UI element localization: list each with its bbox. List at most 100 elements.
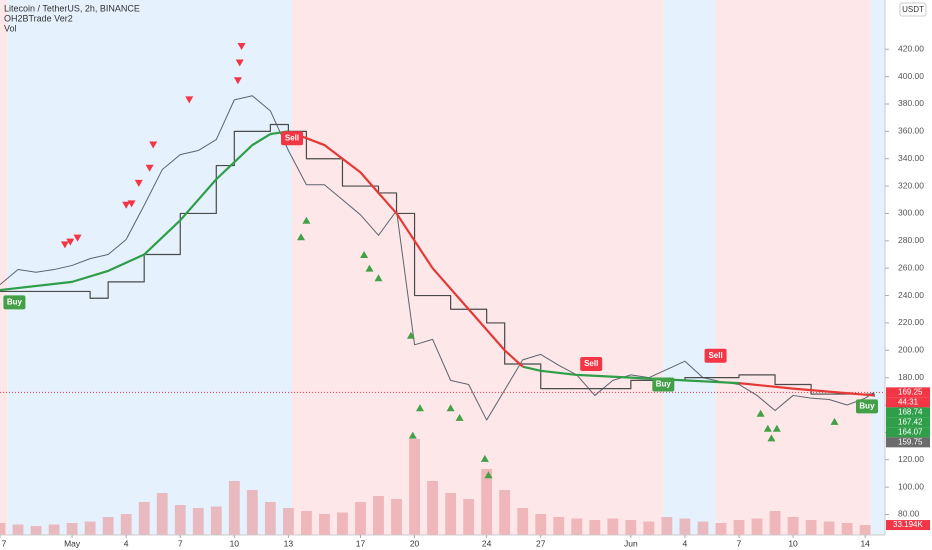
chart-title: Litecoin / TetherUS, 2h, BINANCE (4, 3, 140, 13)
x-tick-label: 14 (860, 538, 870, 548)
y-tick-label: 320.00 (898, 180, 924, 190)
signal-region (291, 0, 664, 535)
indicator: Vol (4, 23, 17, 33)
series-line (522, 365, 740, 385)
price-label: 167.42 (898, 417, 923, 426)
signal-label: Buy (855, 399, 878, 414)
volume-bar (463, 499, 475, 535)
volume-bar (841, 523, 853, 535)
signal-box (3, 295, 26, 310)
volume-bar (571, 518, 583, 535)
signal-box (704, 348, 727, 363)
volume-bar (553, 517, 565, 535)
signal-marker (772, 424, 781, 432)
signal-marker (763, 424, 772, 432)
volume-bar (625, 520, 637, 535)
volume-bar (427, 481, 438, 535)
signal-marker (122, 201, 131, 209)
volume-bar (787, 517, 799, 535)
y-tick-label: 80.00 (898, 509, 920, 519)
signal-text: Sell (584, 359, 598, 368)
y-tick-label: 200.00 (898, 345, 924, 355)
signal-marker (408, 431, 417, 439)
x-tick-label: 13 (284, 538, 294, 548)
signal-label: Buy (3, 295, 26, 310)
volume-bar (319, 514, 330, 535)
y-tick-label: 240.00 (898, 290, 924, 300)
signal-box (855, 399, 878, 414)
currency: USDT (902, 5, 924, 14)
volume-bar (210, 506, 222, 535)
volume-bar (481, 469, 493, 535)
signal-marker (406, 331, 415, 339)
signal-marker (455, 413, 464, 421)
signal-box (580, 356, 603, 371)
signal-label: Sell (280, 131, 303, 146)
x-tick-label: 4 (683, 538, 688, 548)
volume-bar (607, 518, 619, 535)
volume-bar (409, 439, 420, 535)
x-tick-label: 4 (124, 538, 129, 548)
volume-bar (391, 499, 402, 535)
signal-box (652, 377, 675, 392)
volume-bar (120, 514, 132, 535)
volume-bar (517, 508, 529, 535)
volume-bar (192, 508, 204, 535)
volume-bar (156, 493, 168, 535)
volume-bar (12, 524, 24, 535)
signal-label: Sell (704, 348, 727, 363)
series-line (738, 382, 875, 397)
volume-bar (805, 520, 817, 535)
signal-marker (415, 404, 424, 412)
signal-marker (302, 216, 311, 224)
volume-bar (66, 523, 78, 535)
series-line (288, 130, 524, 368)
y-tick-label: 380.00 (898, 98, 924, 108)
volume-bar (246, 490, 258, 535)
x-tick-label: 10 (230, 538, 240, 548)
price-label-box (886, 437, 930, 448)
signal-region (7, 0, 292, 535)
volume-bar (751, 518, 763, 535)
price-label: 168.74 (898, 407, 923, 416)
price-label-box (886, 417, 930, 428)
price-label: 169.25 (898, 387, 923, 396)
signal-marker (480, 454, 489, 462)
volume-bar (733, 520, 745, 535)
currency-box[interactable] (899, 2, 927, 17)
x-tick-label: 10 (788, 538, 798, 548)
signal-region (663, 0, 716, 535)
signal-marker (365, 264, 374, 272)
volume-bar (679, 518, 691, 535)
signal-text: Buy (7, 298, 23, 307)
x-tick-label: 24 (482, 538, 492, 548)
signal-marker (185, 96, 194, 104)
y-tick-label: 420.00 (898, 44, 924, 54)
x-tick-label: 20 (410, 538, 420, 548)
signal-marker (374, 274, 383, 282)
volume-bar (282, 508, 294, 535)
volume-bar (769, 511, 781, 535)
volume-bar (138, 502, 150, 535)
volume-bar (174, 505, 186, 535)
series-line (0, 130, 289, 292)
volume-bar (355, 502, 366, 535)
volume-bar (499, 490, 511, 535)
x-tick-label: Jun (624, 538, 638, 548)
volume-bar (823, 521, 835, 535)
volume-bar (589, 520, 601, 535)
y-tick-label: 300.00 (898, 208, 924, 218)
signal-marker (484, 471, 493, 479)
price-label-box (886, 387, 930, 398)
volume-bar (661, 517, 673, 535)
volume-bar (535, 514, 547, 535)
y-tick-label: 360.00 (898, 126, 924, 136)
price-label: 159.75 (898, 437, 923, 446)
y-tick-label: 400.00 (898, 71, 924, 81)
signal-box (280, 131, 303, 146)
signal-region (715, 0, 871, 535)
volume-bar (102, 517, 114, 535)
signal-text: Sell (285, 133, 299, 142)
x-tick-label: 7 (2, 538, 7, 548)
